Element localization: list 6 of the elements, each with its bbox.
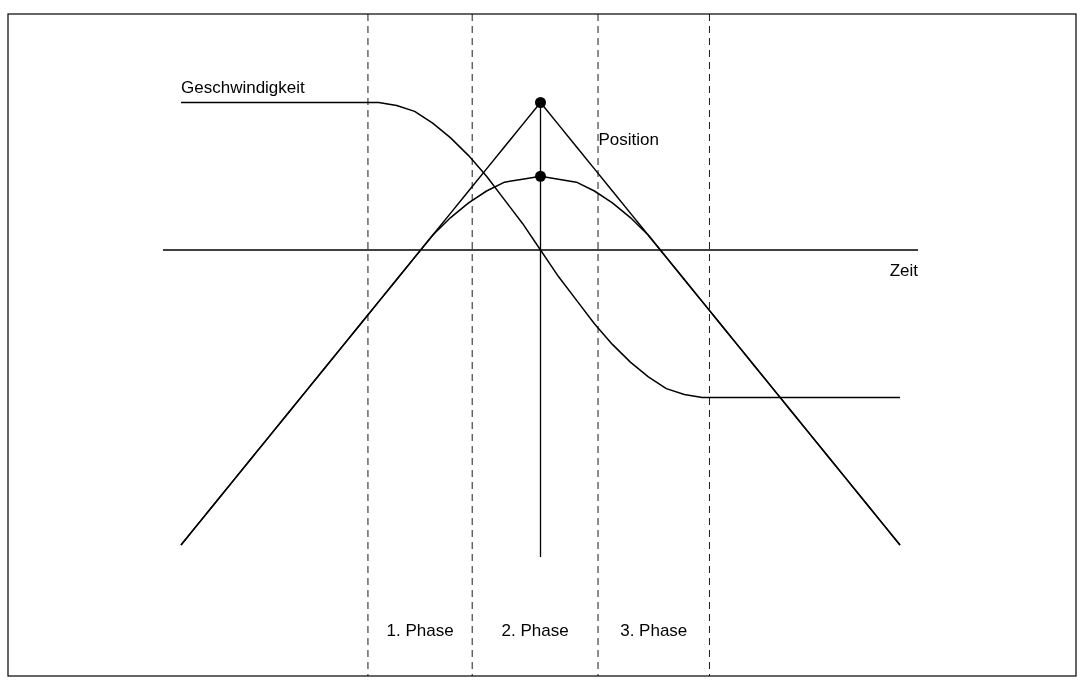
x-axis-title: Zeit bbox=[889, 261, 919, 280]
text: 2. Phase bbox=[501, 621, 569, 640]
text: 1. Phase bbox=[386, 621, 454, 640]
series-label: Geschwindigkeit bbox=[181, 77, 306, 97]
text: 3. Phase bbox=[620, 621, 688, 640]
series-label: Position bbox=[598, 129, 659, 149]
